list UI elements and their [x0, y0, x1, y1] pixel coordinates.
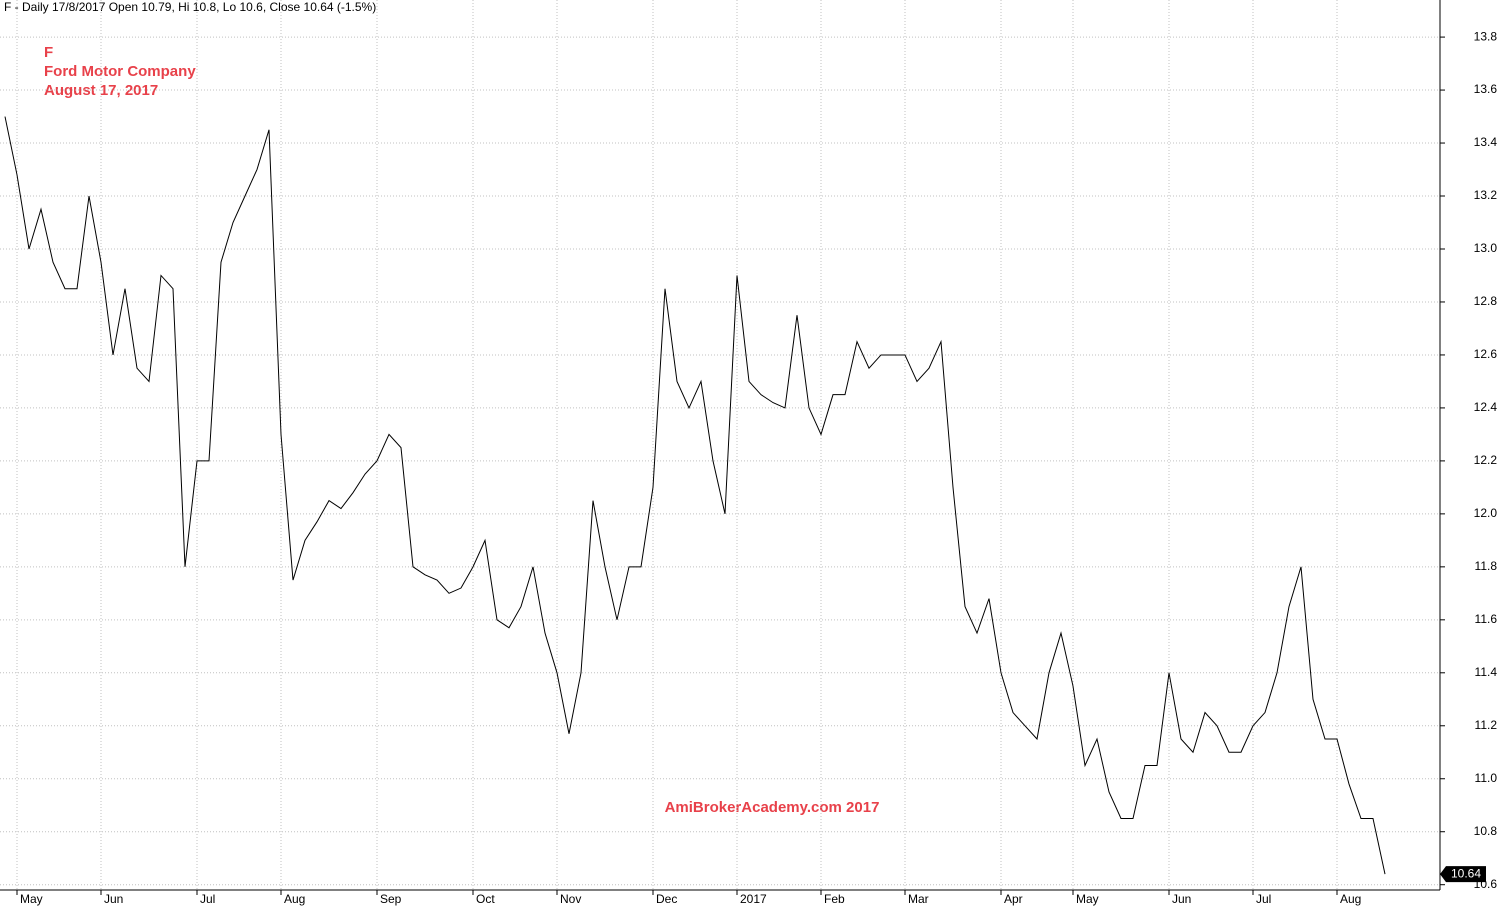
annotation: F	[44, 44, 53, 61]
x-tick-label: Jun	[104, 892, 123, 906]
y-tick-label: 10.8	[1474, 824, 1498, 838]
y-tick-label: 12.0	[1474, 506, 1498, 520]
y-tick-label: 11.4	[1475, 665, 1498, 679]
x-tick-label: Jun	[1172, 892, 1191, 906]
y-tick-label: 13.0	[1474, 241, 1498, 255]
x-tick-label: May	[20, 892, 43, 906]
y-tick-label: 12.4	[1474, 400, 1498, 414]
y-tick-label: 12.8	[1474, 294, 1498, 308]
price-line	[4, 116, 1386, 875]
x-tick-label: Aug	[284, 892, 305, 906]
x-tick-label: Feb	[824, 892, 845, 906]
watermark: AmiBrokerAcademy.com 2017	[665, 799, 880, 816]
y-tick-label: 11.2	[1475, 718, 1498, 732]
y-tick-label: 13.4	[1474, 135, 1498, 149]
y-tick-label: 12.6	[1474, 347, 1498, 361]
y-tick-label: 13.8	[1474, 29, 1498, 43]
y-tick-label: 13.2	[1474, 188, 1498, 202]
y-tick-label: 13.6	[1474, 82, 1498, 96]
x-tick-label: Oct	[476, 892, 495, 906]
x-tick-label: Jul	[1256, 892, 1271, 906]
y-tick-label: 12.2	[1474, 453, 1498, 467]
chart-title: F - Daily 17/8/2017 Open 10.79, Hi 10.8,…	[4, 0, 376, 14]
x-tick-label: May	[1076, 892, 1099, 906]
x-tick-label: Sep	[380, 892, 402, 906]
x-tick-label: Mar	[908, 892, 929, 906]
annotation: Ford Motor Company	[44, 63, 196, 80]
x-tick-label: Apr	[1004, 892, 1023, 906]
y-tick-label: 11.0	[1475, 771, 1498, 785]
last-value-label: 10.64	[1451, 866, 1481, 880]
y-tick-label: 11.8	[1475, 559, 1498, 573]
x-tick-label: 2017	[740, 892, 767, 906]
y-tick-label: 11.6	[1475, 612, 1498, 626]
x-tick-label: Nov	[560, 892, 581, 906]
x-tick-label: Dec	[656, 892, 677, 906]
x-tick-label: Aug	[1340, 892, 1361, 906]
x-tick-label: Jul	[200, 892, 215, 906]
last-value-box	[1440, 866, 1486, 883]
